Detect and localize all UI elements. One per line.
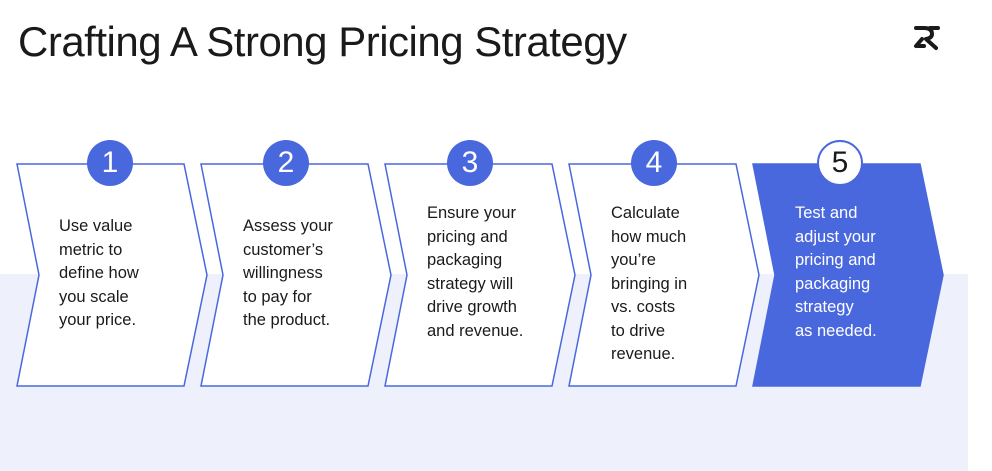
step-chevron-highlighted — [752, 163, 944, 387]
step-chevron — [568, 163, 760, 387]
step-4: 4 Calculate how much you’re bringing in … — [568, 0, 769, 471]
step-description: Calculate how much you’re bringing in vs… — [611, 204, 688, 363]
page-title: Crafting A Strong Pricing Strategy — [18, 18, 627, 65]
step-description: Test and adjust your pricing and packagi… — [795, 204, 877, 340]
step-chevron — [384, 163, 576, 387]
step-chevron — [16, 163, 208, 387]
step-2: 2 Assess your customer’s willingness to … — [200, 0, 401, 471]
step-1: 1 Use value metric to define how you sca… — [16, 0, 217, 471]
step-description: Use value metric to define how you scale… — [59, 217, 139, 329]
step-3: 3 Ensure your pricing and packaging stra… — [384, 0, 585, 471]
step-number-badge: 4 — [631, 140, 677, 186]
step-5: 5 Test and adjust your pricing and packa… — [752, 0, 953, 471]
step-number-badge: 3 — [447, 140, 493, 186]
step-number-badge: 2 — [263, 140, 309, 186]
brand-mark-icon — [914, 26, 940, 50]
step-description: Ensure your pricing and packaging strate… — [427, 204, 524, 340]
step-number-badge: 1 — [87, 140, 133, 186]
step-description: Assess your customer’s willingness to pa… — [243, 217, 333, 329]
step-number-badge: 5 — [817, 140, 863, 186]
step-chevron — [200, 163, 392, 387]
